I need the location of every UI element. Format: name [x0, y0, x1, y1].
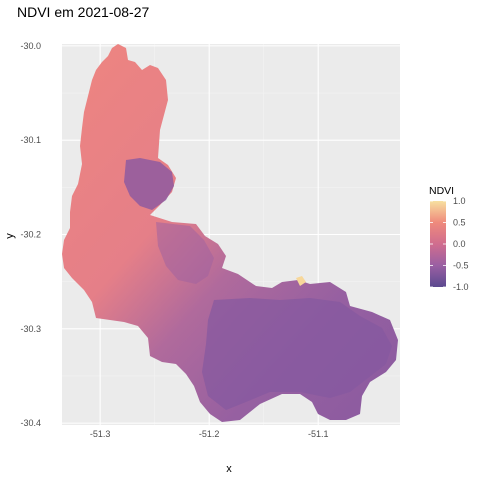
x-axis-label: x	[226, 463, 232, 475]
legend: NDVI 1.0 0.5 0.0 -0.5 -1.0	[429, 185, 469, 292]
chart-title: NDVI em 2021-08-27	[17, 4, 150, 20]
legend-colorbar	[430, 201, 446, 287]
x-tick-label: -51.2	[199, 429, 220, 439]
y-axis-ticks: -30.0 -30.1 -30.2 -30.3 -30.4	[20, 41, 41, 428]
y-tick-label: -30.4	[20, 418, 41, 428]
y-tick-label: -30.0	[20, 41, 41, 51]
ndvi-low-area-north	[124, 158, 174, 210]
legend-tick-label: 0.0	[453, 239, 466, 249]
ndvi-high-speck	[296, 276, 306, 286]
legend-tick-label: -0.5	[453, 261, 469, 271]
legend-ticks: 1.0 0.5 0.0 -0.5 -1.0	[430, 196, 469, 292]
y-tick-label: -30.1	[20, 135, 41, 145]
x-tick-label: -51.1	[308, 429, 329, 439]
ndvi-low-area-mid	[156, 222, 214, 284]
legend-title: NDVI	[429, 185, 454, 197]
legend-tick-label: -1.0	[453, 282, 469, 292]
y-tick-label: -30.2	[20, 230, 41, 240]
ndvi-low-area-south	[202, 298, 392, 410]
x-tick-label: -51.3	[90, 429, 111, 439]
y-tick-label: -30.3	[20, 324, 41, 334]
y-axis-label: y	[4, 233, 16, 239]
legend-tick-label: 0.5	[453, 218, 466, 228]
x-axis-ticks: -51.3 -51.2 -51.1	[90, 429, 329, 439]
legend-tick-label: 1.0	[453, 196, 466, 206]
